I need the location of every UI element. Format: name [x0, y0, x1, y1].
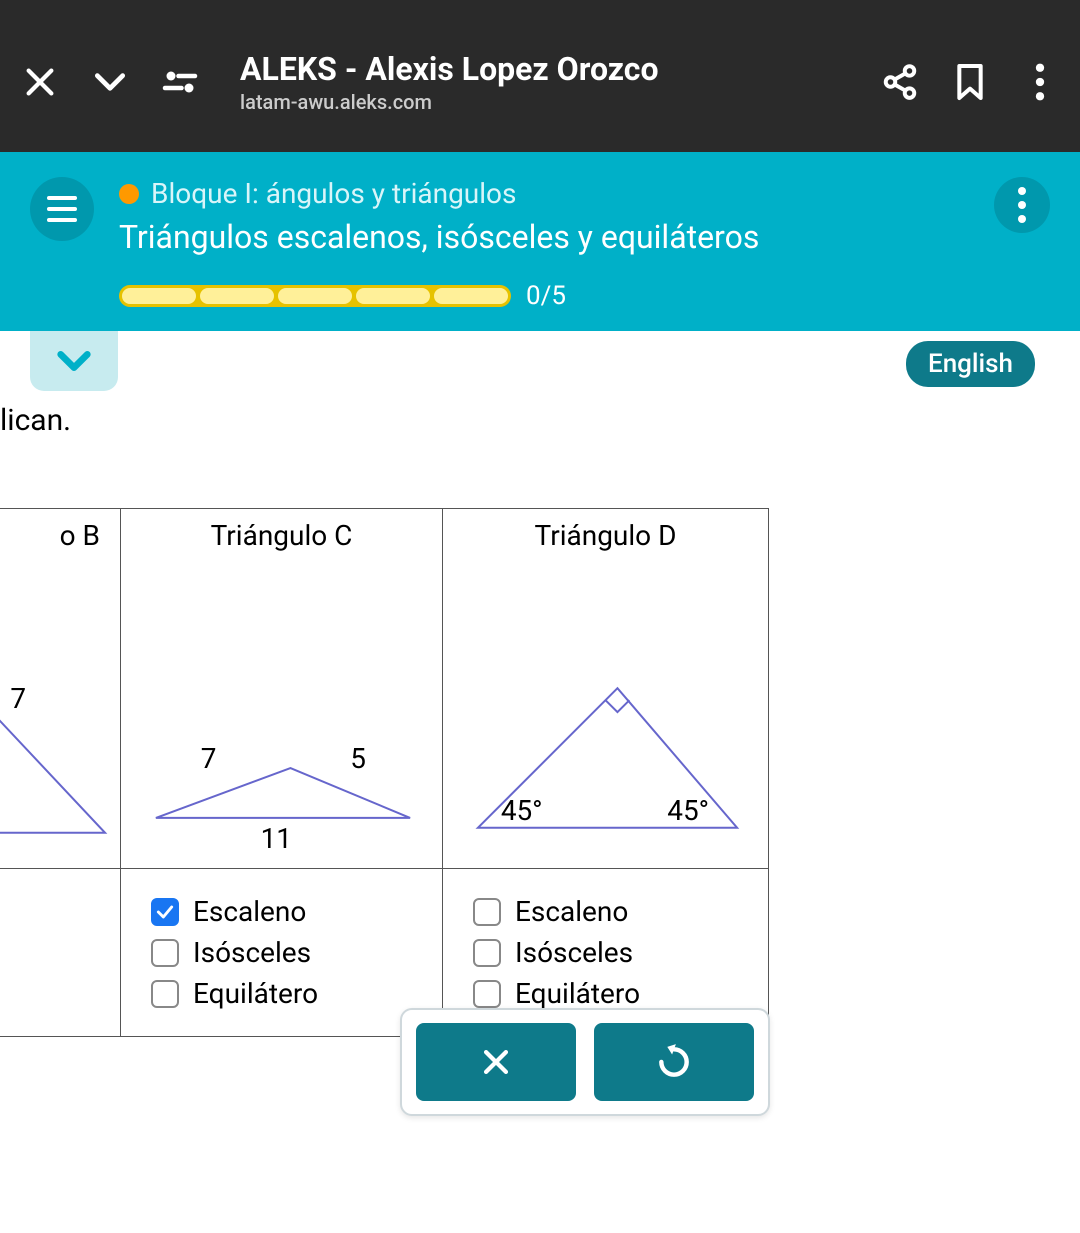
- option-label: Escaleno: [193, 895, 306, 928]
- triangle-c-title: Triángulo C: [211, 519, 353, 552]
- aleks-header: Bloque I: ángulos y triángulos Triángulo…: [0, 152, 1080, 331]
- triangle-c-cell: Triángulo C 7 5 11: [121, 509, 443, 869]
- browser-bar: ALEKS - Alexis Lopez Orozco latam-awu.al…: [0, 12, 1080, 152]
- aleks-more-menu-icon[interactable]: [994, 177, 1050, 233]
- option-row[interactable]: Equilátero: [151, 977, 422, 1010]
- checkbox-icon[interactable]: [151, 939, 179, 967]
- clear-button[interactable]: [416, 1023, 576, 1101]
- checkbox-icon[interactable]: [473, 939, 501, 967]
- triangle-b-cell: o B 7: [0, 509, 121, 869]
- progress-counter: 0/5: [526, 281, 566, 311]
- share-icon[interactable]: [880, 62, 920, 102]
- site-settings-icon[interactable]: [160, 62, 200, 102]
- bookmark-icon[interactable]: [950, 62, 990, 102]
- page-url: latam-awu.aleks.com: [240, 90, 850, 114]
- option-label: Isósceles: [193, 936, 311, 969]
- checkbox-icon[interactable]: [473, 898, 501, 926]
- expand-panel-button[interactable]: [30, 331, 118, 391]
- triangle-d-title: Triángulo D: [535, 519, 677, 552]
- triangle-d-angle-left: 45°: [501, 794, 543, 827]
- page-title: ALEKS - Alexis Lopez Orozco: [240, 50, 850, 88]
- instruction-fragment: lican.: [0, 403, 71, 438]
- triangle-c-side-11: 11: [261, 822, 292, 855]
- option-row[interactable]: Isósceles: [473, 936, 748, 969]
- triangle-d-angle-right: 45°: [667, 794, 709, 827]
- topic-title: Triángulos escalenos, isósceles y equilá…: [119, 218, 969, 256]
- option-row[interactable]: Equilátero: [473, 977, 748, 1010]
- triangle-c-side-5: 5: [350, 742, 366, 775]
- option-label: Equilátero: [515, 977, 640, 1010]
- option-label: Equilátero: [193, 977, 318, 1010]
- hamburger-menu-icon[interactable]: [30, 177, 94, 241]
- language-toggle[interactable]: English: [906, 341, 1035, 387]
- triangle-b-title: o B: [60, 519, 100, 552]
- triangle-b-options: [0, 869, 121, 1037]
- option-row[interactable]: Escaleno: [151, 895, 422, 928]
- triangle-c-options: Escaleno Isósceles Equilátero: [121, 869, 443, 1037]
- undo-button[interactable]: [594, 1023, 754, 1101]
- breadcrumb: Bloque I: ángulos y triángulos: [119, 177, 969, 210]
- module-dot-icon: [119, 184, 139, 204]
- close-tab-icon[interactable]: [20, 62, 60, 102]
- triangle-d-cell: Triángulo D 45° 45°: [443, 509, 769, 869]
- checkbox-icon[interactable]: [151, 980, 179, 1008]
- option-label: Escaleno: [515, 895, 628, 928]
- triangle-c-side-7: 7: [201, 742, 217, 775]
- triangle-table: o B 7 Triángulo C 7 5 11 Triángulo D: [0, 508, 769, 1037]
- option-label: Isósceles: [515, 936, 633, 969]
- browser-menu-icon[interactable]: [1020, 62, 1060, 102]
- option-row[interactable]: Isósceles: [151, 936, 422, 969]
- android-status-bar: [0, 0, 1080, 12]
- checkbox-icon[interactable]: [151, 898, 179, 926]
- triangle-b-side-label: 7: [10, 682, 26, 715]
- option-row[interactable]: Escaleno: [473, 895, 748, 928]
- browser-title-block[interactable]: ALEKS - Alexis Lopez Orozco latam-awu.al…: [240, 50, 850, 114]
- breadcrumb-label: Bloque I: ángulos y triángulos: [151, 177, 516, 210]
- chevron-down-icon[interactable]: [90, 62, 130, 102]
- progress-track: [119, 285, 511, 307]
- checkbox-icon[interactable]: [473, 980, 501, 1008]
- progress-row: 0/5: [119, 281, 969, 311]
- answer-toolbar: [400, 1008, 770, 1116]
